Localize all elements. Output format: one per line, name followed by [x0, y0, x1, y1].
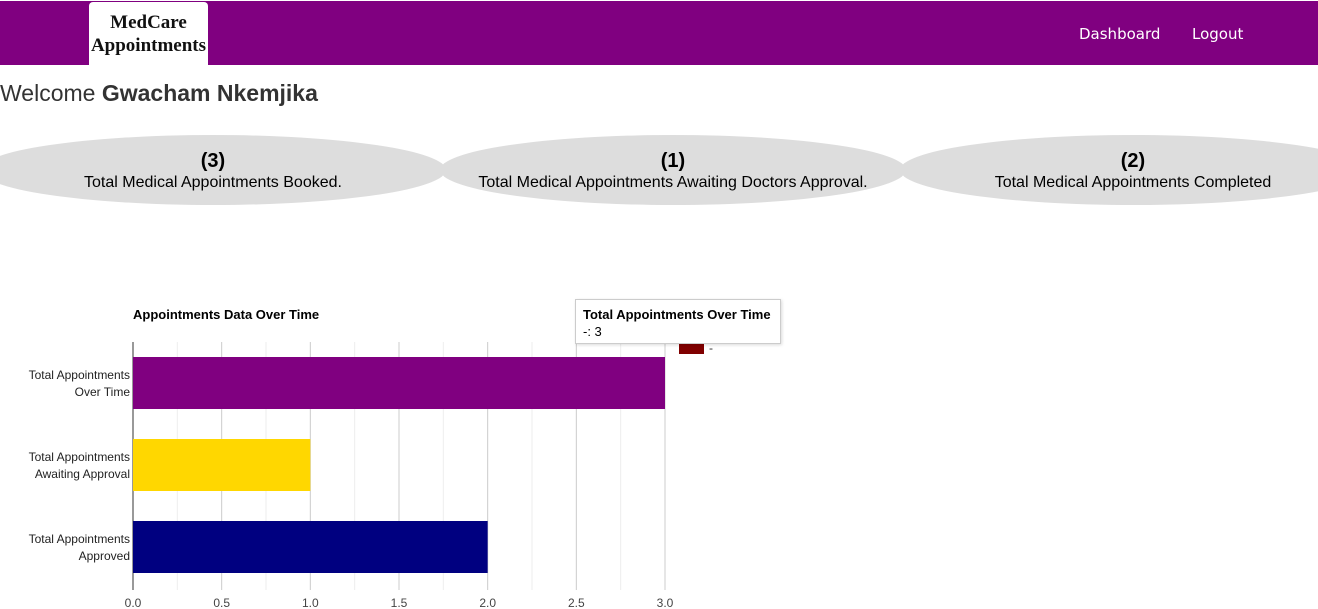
- stat-label-booked: Total Medical Appointments Booked.: [84, 174, 342, 191]
- tooltip-title: Total Appointments Over Time: [583, 307, 771, 322]
- chart-x-tick-labels: 0.0 0.5 1.0 1.5 2.0 2.5 3.0: [125, 596, 674, 609]
- bar-1[interactable]: [133, 439, 311, 491]
- chart-title: Appointments Data Over Time: [133, 307, 319, 322]
- x-tick-label: 0.0: [125, 596, 142, 609]
- stat-count-awaiting: (1): [660, 150, 686, 172]
- stat-card-booked: (3) Total Medical Appointments Booked.: [0, 135, 446, 205]
- stat-card-completed: (2) Total Medical Appointments Completed: [900, 135, 1318, 205]
- x-tick-label: 2.0: [479, 596, 496, 609]
- welcome-heading: Welcome Gwacham Nkemjika: [0, 80, 318, 107]
- category-label-2: Total Appointments Approved: [29, 532, 130, 563]
- bar-0[interactable]: [133, 357, 665, 409]
- brand-logo[interactable]: MedCare Appointments: [89, 2, 208, 65]
- legend-marker: [679, 344, 704, 354]
- bar-2[interactable]: [133, 521, 488, 573]
- legend-label: -: [709, 341, 713, 355]
- nav-logout-link[interactable]: Logout: [1192, 25, 1244, 43]
- appointments-bar-chart: Appointments Data Over Time Total Appoin…: [29, 307, 713, 609]
- x-tick-label: 1.0: [302, 596, 319, 609]
- navbar: MedCare Appointments Dashboard Logout: [0, 1, 1318, 65]
- stat-count-completed: (2): [1120, 150, 1146, 172]
- x-tick-label: 3.0: [657, 596, 674, 609]
- x-tick-label: 2.5: [568, 596, 585, 609]
- stat-label-completed: Total Medical Appointments Completed: [994, 174, 1272, 191]
- tooltip-value: -: 3: [583, 324, 602, 339]
- category-label-1: Total Appointments Awaiting Approval: [29, 450, 130, 481]
- category-label-0: Total Appointments Over Time: [29, 368, 131, 399]
- x-tick-label: 0.5: [213, 596, 230, 609]
- nav-dashboard-link[interactable]: Dashboard: [1079, 25, 1161, 43]
- user-name: Gwacham Nkemjika: [101, 80, 318, 106]
- chart-tooltip: Total Appointments Over Time -: 3: [575, 299, 781, 344]
- stat-label-awaiting: Total Medical Appointments Awaiting Doct…: [478, 174, 868, 191]
- chart-category-labels: Total Appointments Over Time Total Appoint…: [29, 368, 131, 563]
- stat-count-booked: (3): [200, 150, 226, 172]
- welcome-prefix: Welcome: [0, 80, 96, 106]
- x-tick-label: 1.5: [391, 596, 408, 609]
- chart-bars: [133, 357, 665, 573]
- stat-card-awaiting: (1) Total Medical Appointments Awaiting …: [440, 135, 906, 205]
